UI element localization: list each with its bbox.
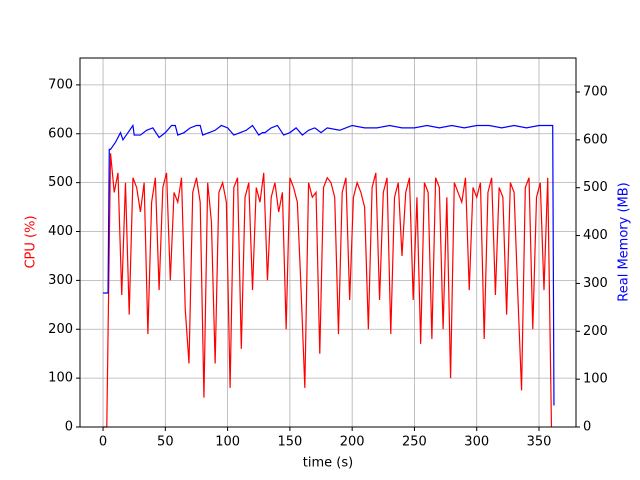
y-tick-label: 200	[48, 322, 73, 337]
y2-tick-label: 500	[583, 180, 608, 195]
y2-tick-label: 0	[583, 420, 591, 435]
x-tick-label: 150	[277, 435, 302, 450]
x-tick-label: 0	[99, 435, 107, 450]
line-series	[103, 123, 555, 406]
y-tick-label: 500	[48, 175, 73, 190]
x-tick-label: 50	[157, 435, 174, 450]
y2-tick-label: 700	[583, 84, 608, 99]
y2-tick-label: 200	[583, 324, 608, 339]
x-tick-label: 300	[464, 435, 489, 450]
x-tick-label: 200	[340, 435, 365, 450]
y-tick-label: 700	[48, 77, 73, 92]
x-tick-label: 250	[402, 435, 427, 450]
y-tick-label: 100	[48, 371, 73, 386]
x-tick-label: 100	[215, 435, 240, 450]
y2-tick-label: 300	[583, 276, 608, 291]
line-series	[103, 153, 553, 428]
y2-tick-label: 100	[583, 372, 608, 387]
y2-tick-label: 400	[583, 228, 608, 243]
y-axis-label: CPU (%)	[24, 215, 39, 268]
plot-frame	[79, 57, 577, 428]
x-tick-label: 350	[527, 435, 552, 450]
y-tick-label: 600	[48, 126, 73, 141]
y2-tick-label: 600	[583, 132, 608, 147]
y-tick-label: 300	[48, 273, 73, 288]
x-axis-label: time (s)	[303, 456, 353, 471]
y-tick-label: 0	[65, 420, 73, 435]
y2-axis-label: Real Memory (MB)	[617, 182, 632, 301]
y-tick-label: 400	[48, 224, 73, 239]
